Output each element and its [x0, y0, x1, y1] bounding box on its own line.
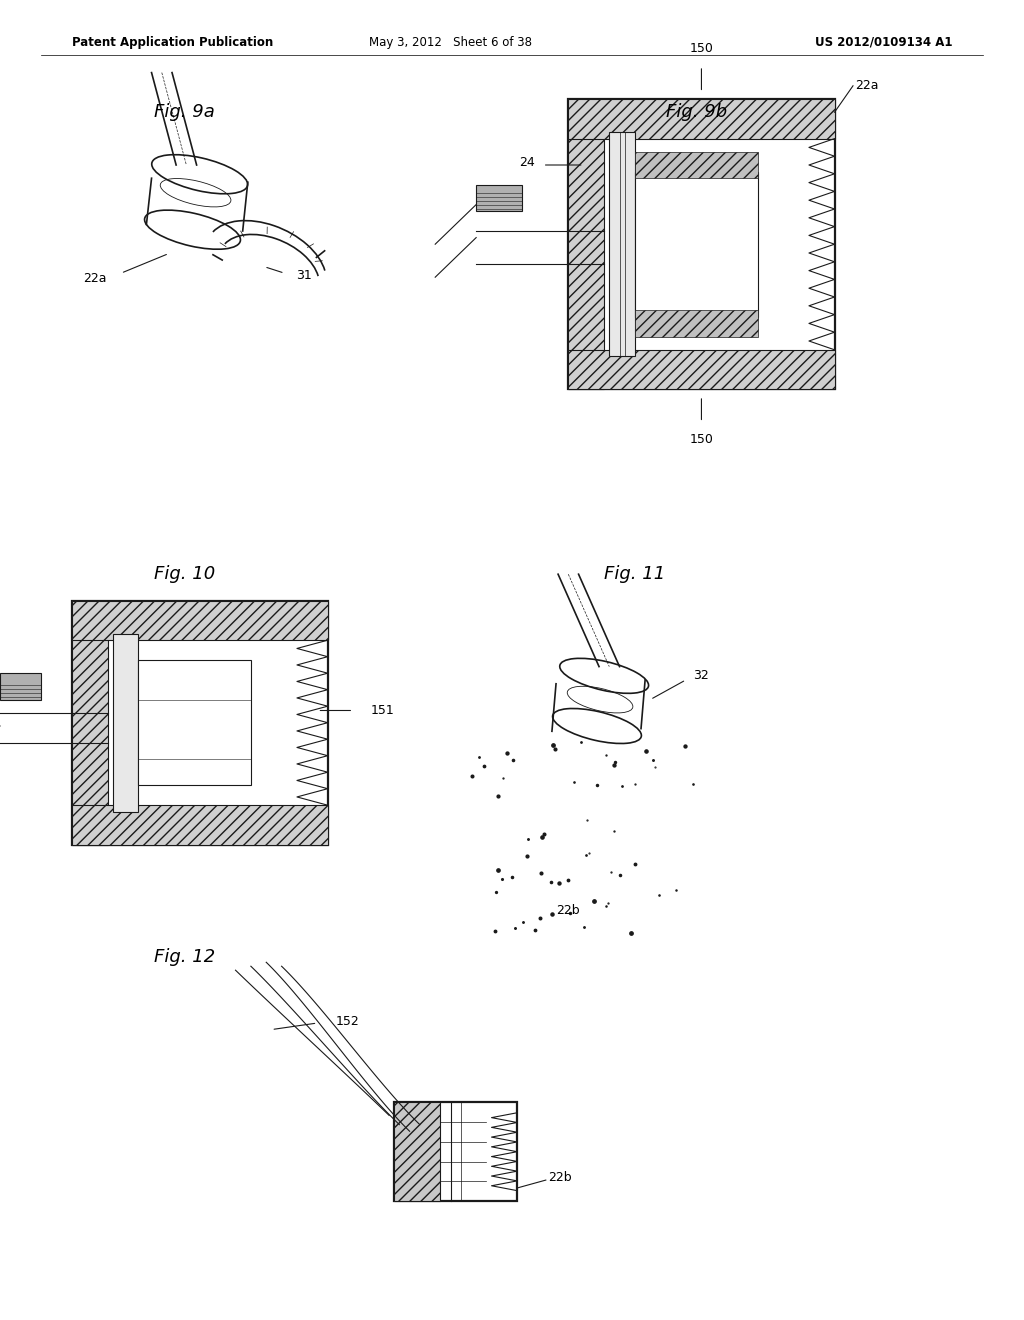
Text: May 3, 2012   Sheet 6 of 38: May 3, 2012 Sheet 6 of 38: [369, 36, 532, 49]
Bar: [138, 660, 251, 785]
Text: 24: 24: [519, 156, 536, 169]
Bar: [72, 601, 328, 640]
Text: US 2012/0109134 A1: US 2012/0109134 A1: [815, 36, 952, 49]
Bar: [635, 310, 758, 337]
Bar: [72, 805, 328, 845]
Text: Fig. 9b: Fig. 9b: [666, 103, 727, 121]
Bar: [635, 152, 758, 178]
Bar: [568, 350, 835, 389]
Bar: [609, 132, 635, 356]
Text: Patent Application Publication: Patent Application Publication: [72, 36, 273, 49]
Text: 151: 151: [371, 704, 394, 717]
Text: 22b: 22b: [556, 904, 581, 917]
Text: 152: 152: [336, 1015, 359, 1028]
Text: Fig. 9a: Fig. 9a: [154, 103, 215, 121]
Text: 31: 31: [296, 269, 312, 282]
Text: 150: 150: [689, 433, 714, 446]
Text: 22b: 22b: [548, 1171, 571, 1184]
Text: 150: 150: [689, 42, 714, 55]
Bar: [72, 601, 108, 845]
Bar: [635, 172, 758, 317]
Text: Fig. 11: Fig. 11: [604, 565, 666, 583]
Bar: [394, 1102, 440, 1201]
Bar: [568, 99, 835, 389]
Text: Fig. 12: Fig. 12: [154, 948, 215, 966]
Text: Fig. 10: Fig. 10: [154, 565, 215, 583]
Text: 22a: 22a: [84, 272, 106, 285]
Bar: [568, 99, 835, 139]
Bar: [113, 634, 138, 812]
Bar: [0, 673, 41, 700]
Text: 32: 32: [693, 669, 710, 682]
Polygon shape: [476, 185, 522, 211]
Bar: [394, 1102, 517, 1201]
Text: 22a: 22a: [855, 79, 879, 92]
Bar: [72, 601, 328, 845]
Bar: [568, 99, 604, 389]
